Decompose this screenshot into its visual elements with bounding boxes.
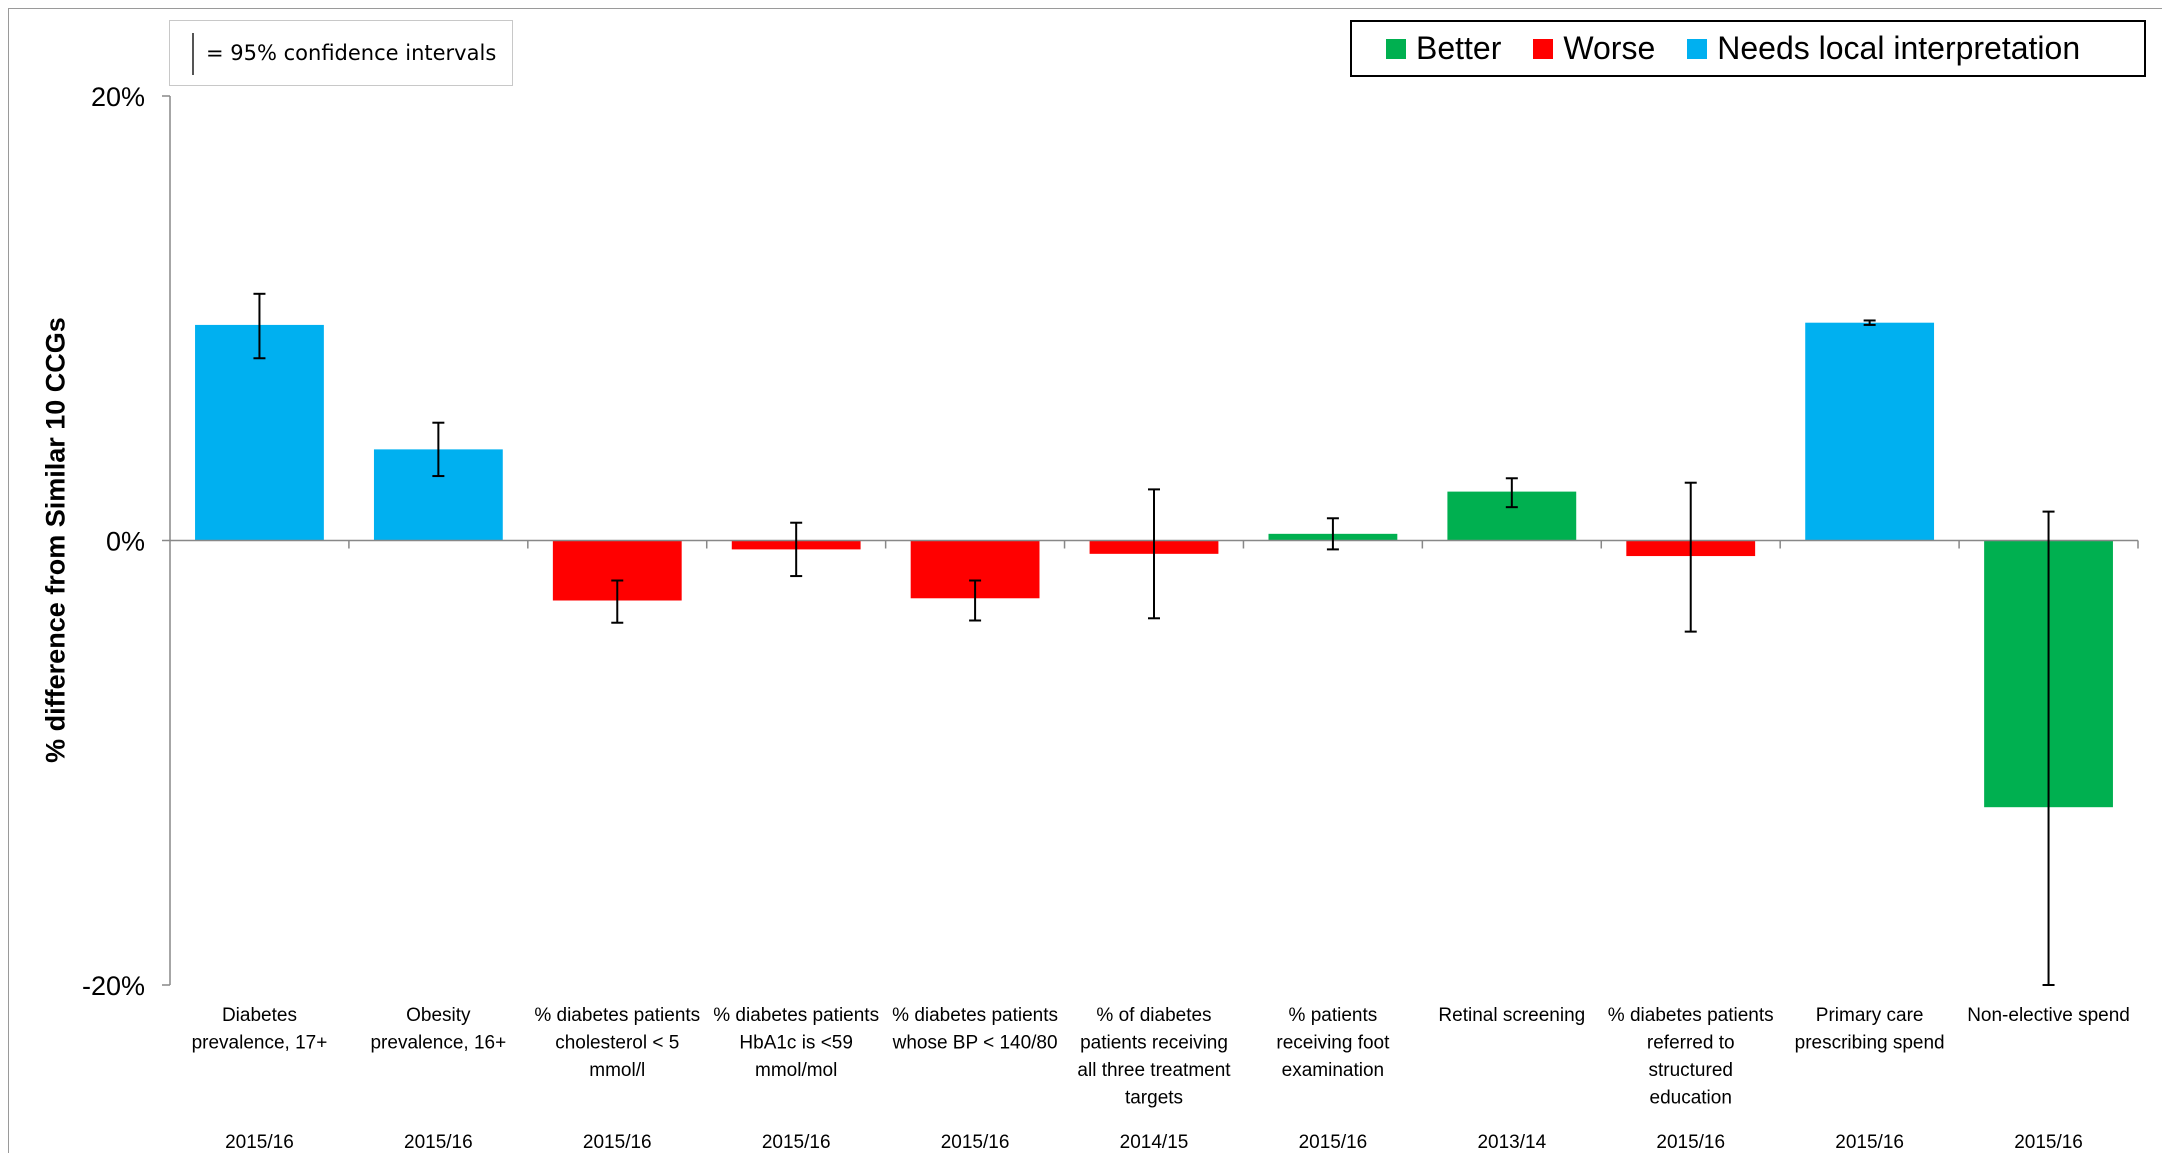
x-category-label: Primary care	[1816, 1005, 1924, 1026]
error-bar-icon	[192, 33, 194, 75]
legend-item-worse: Worse	[1533, 30, 1655, 67]
x-category-label: % diabetes patients	[892, 1005, 1058, 1026]
x-category-label: patients receiving	[1080, 1033, 1228, 1054]
legend-label-better: Better	[1416, 30, 1502, 66]
x-period-label: 2015/16	[1835, 1132, 1904, 1153]
x-category-label: receiving foot	[1276, 1033, 1390, 1054]
x-category-label: targets	[1125, 1088, 1183, 1109]
x-category-label: prescribing spend	[1795, 1033, 1945, 1054]
x-period-label: 2015/16	[2014, 1132, 2083, 1153]
bar	[1805, 322, 1935, 541]
x-category-label: structured	[1648, 1060, 1732, 1081]
x-period-label: 2015/16	[583, 1132, 652, 1153]
x-category-label: examination	[1282, 1060, 1384, 1081]
ci-note-text: = 95% confidence intervals	[206, 41, 497, 65]
x-category-label: % diabetes patients	[713, 1005, 879, 1026]
legend-swatch-local	[1687, 38, 1708, 59]
x-category-label: mmol/l	[589, 1060, 645, 1081]
x-category-label: Non-elective spend	[1967, 1005, 2130, 1026]
legend-item-better: Better	[1386, 30, 1501, 67]
x-period-label: 2015/16	[1299, 1132, 1368, 1153]
confidence-interval-note: = 95% confidence intervals	[169, 20, 513, 86]
x-category-label: % diabetes patients	[1608, 1005, 1774, 1026]
x-period-label: 2015/16	[404, 1132, 473, 1153]
x-category-label: prevalence, 16+	[370, 1033, 506, 1054]
x-period-label: 2015/16	[1656, 1132, 1725, 1153]
legend-label-local: Needs local interpretation	[1717, 30, 2081, 66]
x-category-label: HbA1c is <59	[739, 1033, 853, 1054]
y-tick-label: -20%	[82, 971, 145, 1001]
x-category-label: prevalence, 17+	[192, 1033, 328, 1054]
legend: Better Worse Needs local interpretation	[1350, 20, 2146, 77]
x-category-label: cholesterol < 5	[555, 1033, 679, 1054]
x-period-label: 2015/16	[762, 1132, 831, 1153]
chart-frame	[8, 8, 2162, 1153]
x-category-label: Diabetes	[222, 1005, 297, 1026]
x-period-label: 2013/14	[1477, 1132, 1546, 1153]
x-period-label: 2014/15	[1120, 1132, 1189, 1153]
legend-swatch-better	[1386, 38, 1406, 59]
legend-label-worse: Worse	[1563, 30, 1656, 66]
x-category-label: education	[1650, 1088, 1732, 1109]
x-category-label: % patients	[1289, 1005, 1378, 1026]
x-category-label: all three treatment	[1077, 1060, 1231, 1081]
x-category-label: referred to	[1647, 1033, 1735, 1054]
x-category-label: Retinal screening	[1438, 1005, 1585, 1026]
x-category-label: mmol/mol	[755, 1060, 837, 1081]
x-category-label: % diabetes patients	[534, 1005, 700, 1026]
legend-item-local: Needs local interpretation	[1687, 30, 2080, 67]
y-tick-label: 0%	[106, 527, 145, 557]
bar	[195, 324, 324, 541]
x-period-label: 2015/16	[225, 1132, 294, 1153]
x-category-label: whose BP < 140/80	[892, 1033, 1058, 1054]
y-tick-label: 20%	[91, 82, 145, 112]
x-category-label: % of diabetes	[1096, 1005, 1211, 1026]
x-category-label: Obesity	[406, 1005, 471, 1026]
x-period-label: 2015/16	[941, 1132, 1010, 1153]
legend-swatch-worse	[1533, 38, 1554, 59]
